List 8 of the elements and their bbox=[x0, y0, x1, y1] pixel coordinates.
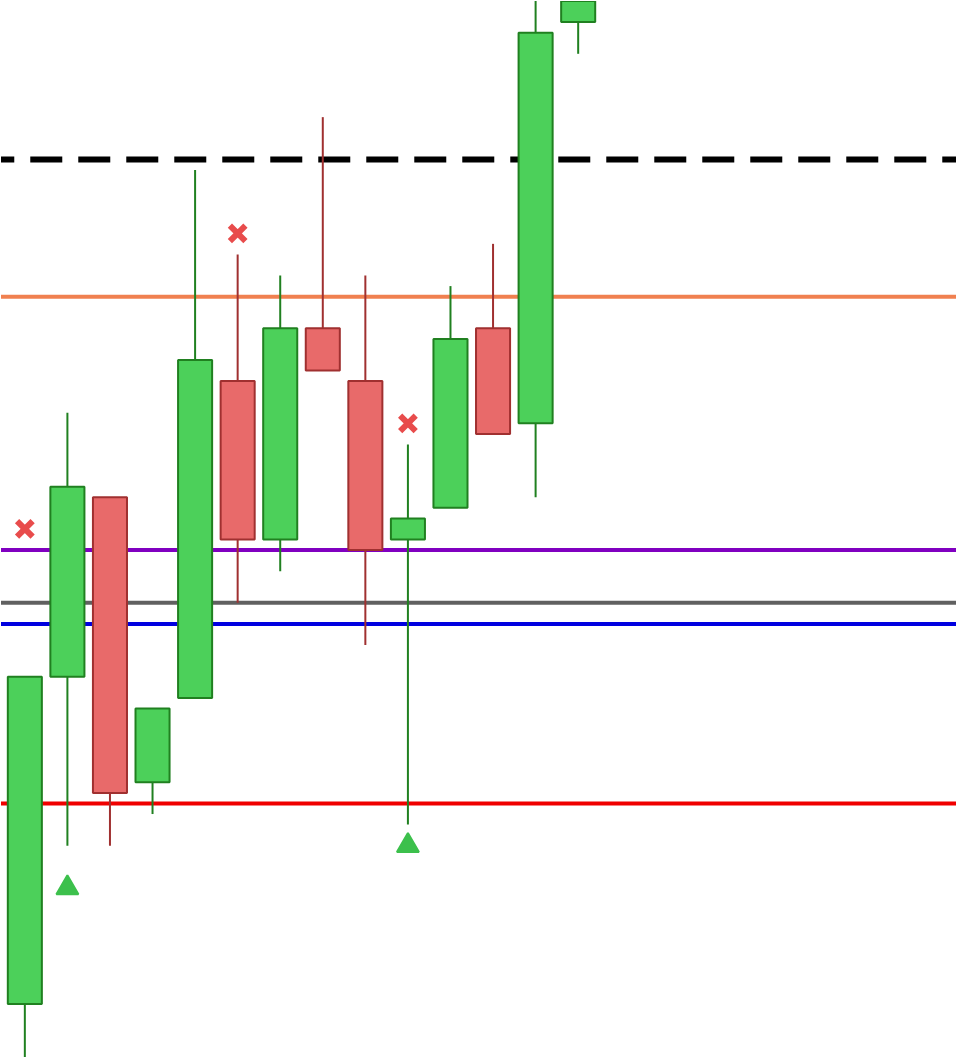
point bbox=[226, 222, 249, 245]
candlestick bbox=[304, 116, 341, 372]
candlestick bbox=[560, 1, 597, 55]
candlestick bbox=[389, 443, 426, 826]
point bbox=[397, 412, 419, 435]
point bbox=[395, 832, 420, 854]
point bbox=[14, 518, 36, 540]
point bbox=[55, 874, 80, 896]
